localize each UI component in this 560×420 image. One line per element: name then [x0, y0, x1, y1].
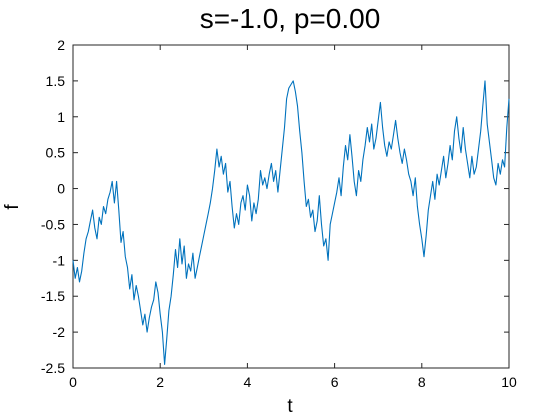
y-tick-label: -1: [53, 252, 66, 268]
y-axis-label: f: [2, 204, 23, 210]
y-tick-label: 2: [57, 37, 65, 53]
x-tick-label: 0: [69, 374, 77, 390]
x-tick-label: 2: [156, 374, 164, 390]
plot-area-frame: [72, 44, 510, 369]
x-axis: 0 2 4 6 8 10: [69, 45, 517, 390]
y-axis: -2.5 -2 -1.5 -1 -0.5 0 0.5 1 1.5 2: [41, 37, 509, 376]
chart-title: s=-1.0, p=0.00: [200, 3, 381, 34]
y-tick-label: -2: [53, 324, 66, 340]
y-tick-label: -2.5: [41, 360, 65, 376]
y-tick-label: 1.5: [46, 73, 66, 89]
x-tick-label: 10: [501, 374, 517, 390]
y-tick-label: 0: [57, 181, 65, 197]
x-tick-label: 8: [418, 374, 426, 390]
y-tick-label: -0.5: [41, 216, 65, 232]
y-tick-label: 0.5: [46, 145, 66, 161]
x-axis-label: t: [287, 396, 293, 417]
x-tick-label: 4: [244, 374, 252, 390]
y-tick-label: -1.5: [41, 288, 65, 304]
y-tick-label: 1: [57, 109, 65, 125]
x-tick-label: 6: [331, 374, 339, 390]
series-line: [72, 80, 510, 365]
